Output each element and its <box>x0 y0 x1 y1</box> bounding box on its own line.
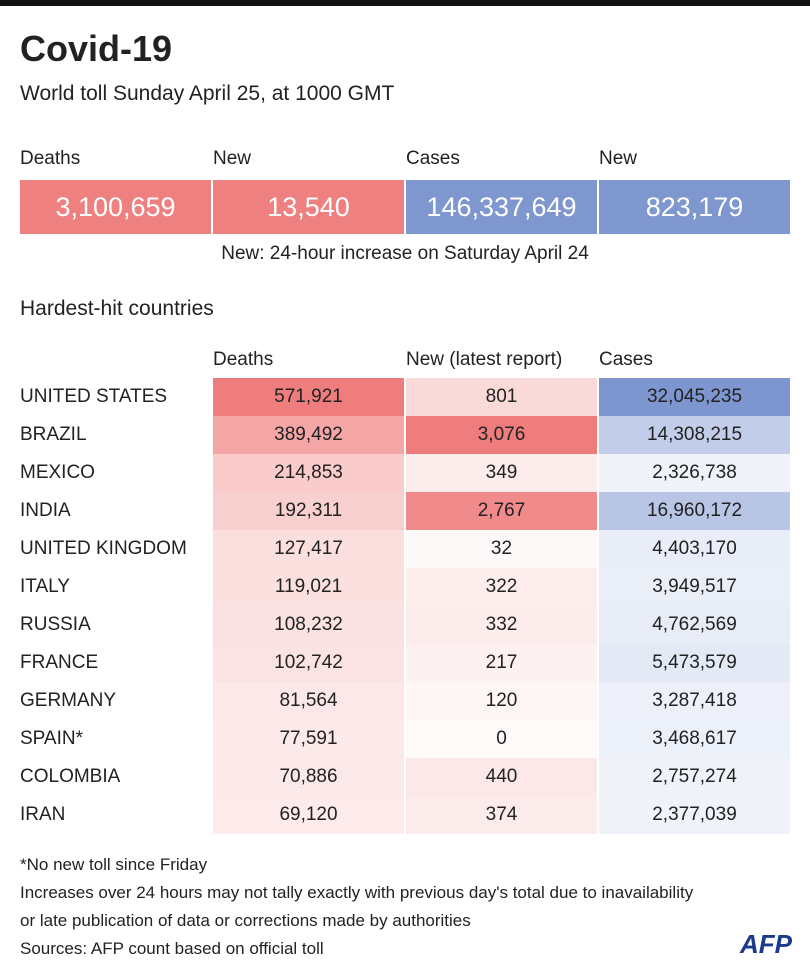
table-cell: 440 <box>406 758 597 796</box>
table-cell: 3,287,418 <box>599 682 790 720</box>
summary-note: New: 24-hour increase on Saturday April … <box>221 243 589 264</box>
country-name: FRANCE <box>20 652 99 673</box>
table-cell: 127,417 <box>213 530 404 568</box>
table-cell: 214,853 <box>213 454 404 492</box>
table-cell: 3,468,617 <box>599 720 790 758</box>
summary-value: 146,337,649 <box>406 180 597 234</box>
summary-label: New <box>599 148 638 169</box>
table-cell: 322 <box>406 568 597 606</box>
table-cell: 374 <box>406 796 597 834</box>
table-cell: 32 <box>406 530 597 568</box>
table-cell: 332 <box>406 606 597 644</box>
footnote: Increases over 24 hours may not tally ex… <box>20 883 694 902</box>
column-header: Deaths <box>213 349 274 370</box>
summary-value: 3,100,659 <box>20 180 211 234</box>
summary-label: New <box>213 148 252 169</box>
subtitle: World toll Sunday April 25, at 1000 GMT <box>20 82 395 105</box>
country-name: ITALY <box>20 576 70 597</box>
country-name: COLOMBIA <box>20 766 121 787</box>
table-cell: 217 <box>406 644 597 682</box>
table-cell: 2,326,738 <box>599 454 790 492</box>
table-cell: 571,921 <box>213 378 404 416</box>
table-cell: 5,473,579 <box>599 644 790 682</box>
table-cell: 3,949,517 <box>599 568 790 606</box>
country-name: UNITED KINGDOM <box>20 538 187 559</box>
table-cell: 0 <box>406 720 597 758</box>
table-cell: 70,886 <box>213 758 404 796</box>
table-cell: 2,377,039 <box>599 796 790 834</box>
footnote: *No new toll since Friday <box>20 855 208 874</box>
table-cell: 4,403,170 <box>599 530 790 568</box>
table-cell: 349 <box>406 454 597 492</box>
table-cell: 120 <box>406 682 597 720</box>
summary-label: Deaths <box>20 148 81 169</box>
country-name: BRAZIL <box>20 424 87 445</box>
table-cell: 3,076 <box>406 416 597 454</box>
table-cell: 16,960,172 <box>599 492 790 530</box>
table-cell: 119,021 <box>213 568 404 606</box>
country-name: SPAIN* <box>20 728 84 749</box>
summary-value: 823,179 <box>599 180 790 234</box>
table-cell: 102,742 <box>213 644 404 682</box>
section-title: Hardest-hit countries <box>20 297 214 320</box>
table-cell: 4,762,569 <box>599 606 790 644</box>
country-name: IRAN <box>20 804 66 825</box>
table-cell: 14,308,215 <box>599 416 790 454</box>
country-name: UNITED STATES <box>20 386 168 407</box>
table-cell: 2,767 <box>406 492 597 530</box>
table-cell: 69,120 <box>213 796 404 834</box>
table-cell: 108,232 <box>213 606 404 644</box>
footnote: Sources: AFP count based on official tol… <box>20 939 324 958</box>
title: Covid-19 <box>20 28 173 69</box>
column-header: Cases <box>599 349 653 370</box>
country-name: INDIA <box>20 500 71 521</box>
table-cell: 32,045,235 <box>599 378 790 416</box>
column-header: New (latest report) <box>406 349 563 370</box>
country-name: MEXICO <box>20 462 95 483</box>
country-name: GERMANY <box>20 690 117 711</box>
summary-label: Cases <box>406 148 460 169</box>
logo: AFP <box>740 929 792 959</box>
table-cell: 389,492 <box>213 416 404 454</box>
country-name: RUSSIA <box>20 614 91 635</box>
table-cell: 2,757,274 <box>599 758 790 796</box>
summary-value: 13,540 <box>213 180 404 234</box>
table-cell: 77,591 <box>213 720 404 758</box>
table-cell: 81,564 <box>213 682 404 720</box>
table-cell: 192,311 <box>213 492 404 530</box>
table-cell: 801 <box>406 378 597 416</box>
top-bar <box>0 0 810 6</box>
footnote: or late publication of data or correctio… <box>20 911 471 930</box>
